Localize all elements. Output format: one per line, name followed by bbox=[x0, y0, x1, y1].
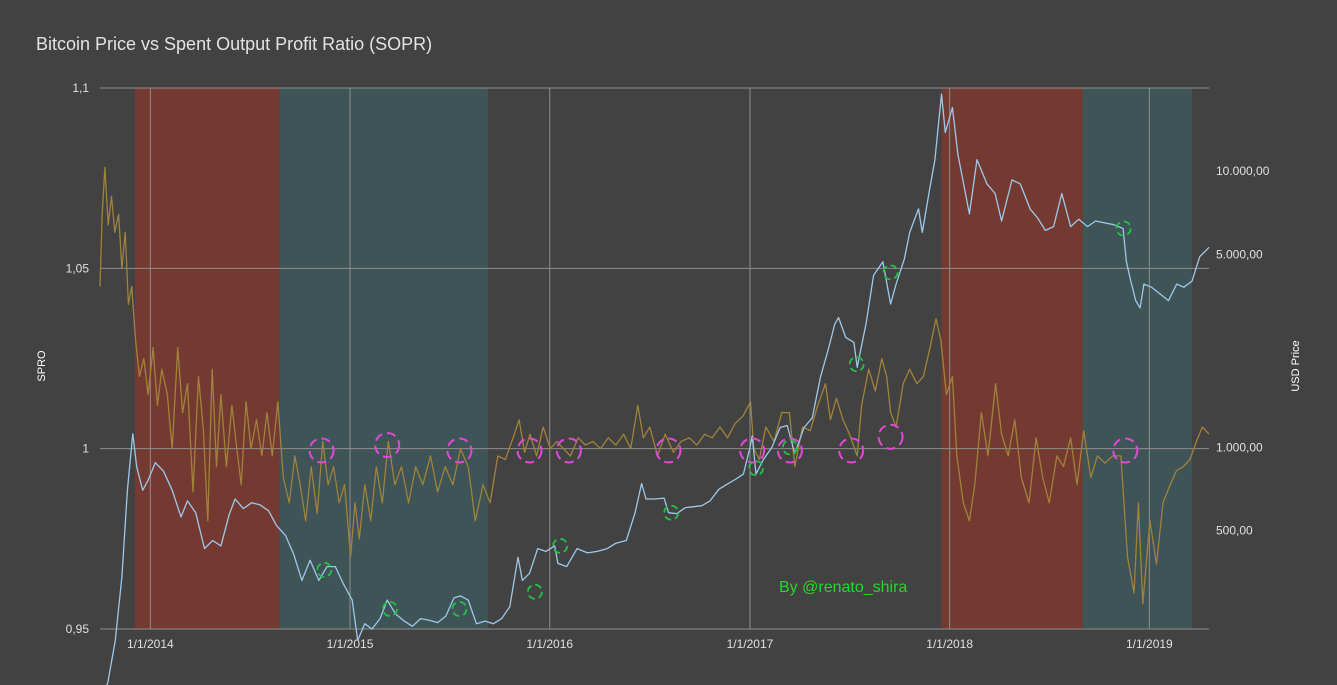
y-axis-right-label: USD Price bbox=[1290, 340, 1302, 391]
x-tick-label: 1/1/2016 bbox=[526, 637, 573, 651]
x-axis-ticks: 1/1/2014 1/1/2015 1/1/2016 1/1/2017 1/1/2018… bbox=[127, 637, 1173, 651]
bull-region bbox=[279, 88, 488, 629]
bear-region bbox=[941, 88, 1083, 629]
pink-circle-marker bbox=[655, 437, 682, 464]
x-tick-label: 1/1/2019 bbox=[1126, 637, 1173, 651]
chart-title: Bitcoin Price vs Spent Output Profit Rat… bbox=[36, 34, 433, 54]
green-circle-marker bbox=[552, 537, 569, 554]
x-tick-label: 1/1/2017 bbox=[727, 637, 774, 651]
green-circle-marker bbox=[527, 583, 543, 600]
sopr-series-line bbox=[99, 166, 1210, 605]
x-tick-label: 1/1/2014 bbox=[127, 637, 174, 651]
series-lines bbox=[99, 93, 1210, 685]
y-left-tick-label: 0,95 bbox=[66, 622, 90, 636]
green-circle-marker bbox=[782, 439, 798, 456]
y-left-tick-label: 1 bbox=[82, 442, 89, 456]
pink-circle-marker bbox=[446, 437, 473, 464]
credit-annotation: By @renato_shira bbox=[779, 579, 907, 596]
right-axis-ticks: 500,00 1.000,00 5.000,00 10.000,00 bbox=[1216, 164, 1270, 537]
green-circle-marker bbox=[316, 562, 333, 578]
left-axis-ticks: 0,95 1 1,05 1,1 bbox=[66, 81, 90, 636]
y-right-tick-label: 1.000,00 bbox=[1216, 440, 1263, 454]
bear-region bbox=[135, 88, 280, 629]
green-circle-marker bbox=[451, 601, 468, 617]
price-series-line bbox=[105, 93, 1210, 685]
green-circle-marker bbox=[748, 460, 764, 477]
y-axis-left-label: SPRO bbox=[36, 350, 48, 382]
pink-circle-marker bbox=[516, 437, 543, 464]
y-right-tick-label: 500,00 bbox=[1216, 524, 1253, 538]
pink-circle-marker bbox=[838, 437, 865, 464]
pink-circle-marker bbox=[1112, 437, 1139, 464]
markers bbox=[308, 220, 1139, 617]
green-circle-marker bbox=[848, 356, 865, 373]
pink-circle-marker bbox=[374, 432, 401, 459]
green-circle-marker bbox=[663, 504, 680, 521]
y-left-tick-label: 1,05 bbox=[66, 261, 90, 275]
grid bbox=[100, 87, 1209, 630]
pink-circle-marker bbox=[877, 423, 904, 450]
y-right-tick-label: 5.000,00 bbox=[1216, 247, 1263, 261]
pink-circle-marker bbox=[555, 437, 582, 464]
regions bbox=[135, 88, 1193, 629]
bull-region bbox=[1082, 88, 1193, 629]
pink-circle-marker bbox=[308, 437, 335, 464]
y-right-tick-label: 10.000,00 bbox=[1216, 164, 1270, 178]
green-circle-marker bbox=[882, 264, 899, 281]
y-left-tick-label: 1,1 bbox=[72, 81, 89, 95]
green-circle-marker bbox=[1115, 220, 1132, 237]
x-tick-label: 1/1/2018 bbox=[926, 637, 973, 651]
green-circle-marker bbox=[382, 601, 398, 617]
x-tick-label: 1/1/2015 bbox=[327, 637, 374, 651]
pink-circle-marker bbox=[776, 437, 803, 464]
